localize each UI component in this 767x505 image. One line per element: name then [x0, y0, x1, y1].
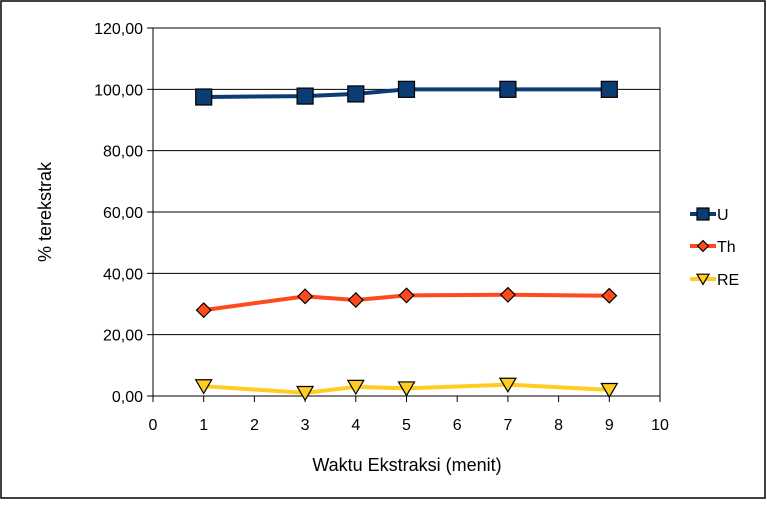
legend-marker: [696, 207, 710, 221]
data-point: [499, 286, 516, 303]
y-tick-label: 80,00: [103, 144, 143, 161]
legend-marker: [695, 273, 711, 286]
series-line: [203, 382, 610, 395]
axis-ticks: 0,00 20,00 40,00 60,00 80,00 100,00 120,00 0 1 2 3…: [94, 21, 669, 434]
data-point: [498, 377, 517, 394]
legend-entry-u: U: [690, 207, 729, 224]
y-tick-label: 40,00: [103, 266, 143, 283]
data-point: [296, 87, 314, 105]
data-point: [600, 80, 618, 98]
y-axis-label: % terekstrak: [35, 161, 55, 262]
y-tick-label: 60,00: [103, 205, 143, 222]
x-tick-label: 7: [503, 417, 512, 434]
x-tick-label: 5: [402, 417, 411, 434]
data-point: [346, 379, 365, 396]
legend-label: Th: [717, 239, 736, 256]
data-point: [297, 288, 314, 305]
series-layer: [194, 80, 619, 402]
series-re: [194, 377, 619, 402]
x-tick-label: 1: [199, 417, 208, 434]
data-point: [195, 88, 213, 106]
legend: U Th RE: [690, 207, 739, 289]
y-tick-label: 120,00: [94, 21, 143, 38]
data-point: [347, 85, 365, 103]
data-point: [195, 302, 212, 319]
data-point: [194, 379, 213, 395]
data-point: [499, 80, 517, 98]
x-tick-label: 8: [554, 417, 563, 434]
legend-entry-re: RE: [690, 272, 739, 289]
legend-marker: [696, 239, 710, 253]
data-point: [397, 381, 416, 397]
series-line: [203, 292, 610, 313]
data-point: [397, 80, 416, 98]
series-th: [195, 286, 618, 319]
data-point: [601, 287, 618, 304]
legend-label: U: [717, 207, 729, 224]
x-tick-label: 9: [605, 417, 614, 434]
y-tick-label: 20,00: [103, 328, 143, 345]
x-tick-label: 6: [453, 417, 462, 434]
x-tick-label: 2: [250, 417, 259, 434]
x-tick-label: 4: [351, 417, 360, 434]
series-line: [203, 87, 610, 99]
data-point: [398, 287, 415, 304]
legend-entry-th: Th: [690, 239, 736, 256]
x-tick-label: 3: [301, 417, 310, 434]
y-tick-label: 0,00: [112, 389, 143, 406]
data-point: [296, 385, 315, 402]
x-axis-label: Waktu Ekstraksi (menit): [312, 455, 501, 475]
x-tick-label: 0: [149, 417, 158, 434]
data-point: [347, 291, 364, 309]
y-tick-label: 100,00: [94, 82, 143, 99]
x-tick-label: 10: [651, 417, 669, 434]
data-point: [600, 382, 619, 399]
legend-label: RE: [717, 272, 739, 289]
series-u: [195, 80, 618, 106]
